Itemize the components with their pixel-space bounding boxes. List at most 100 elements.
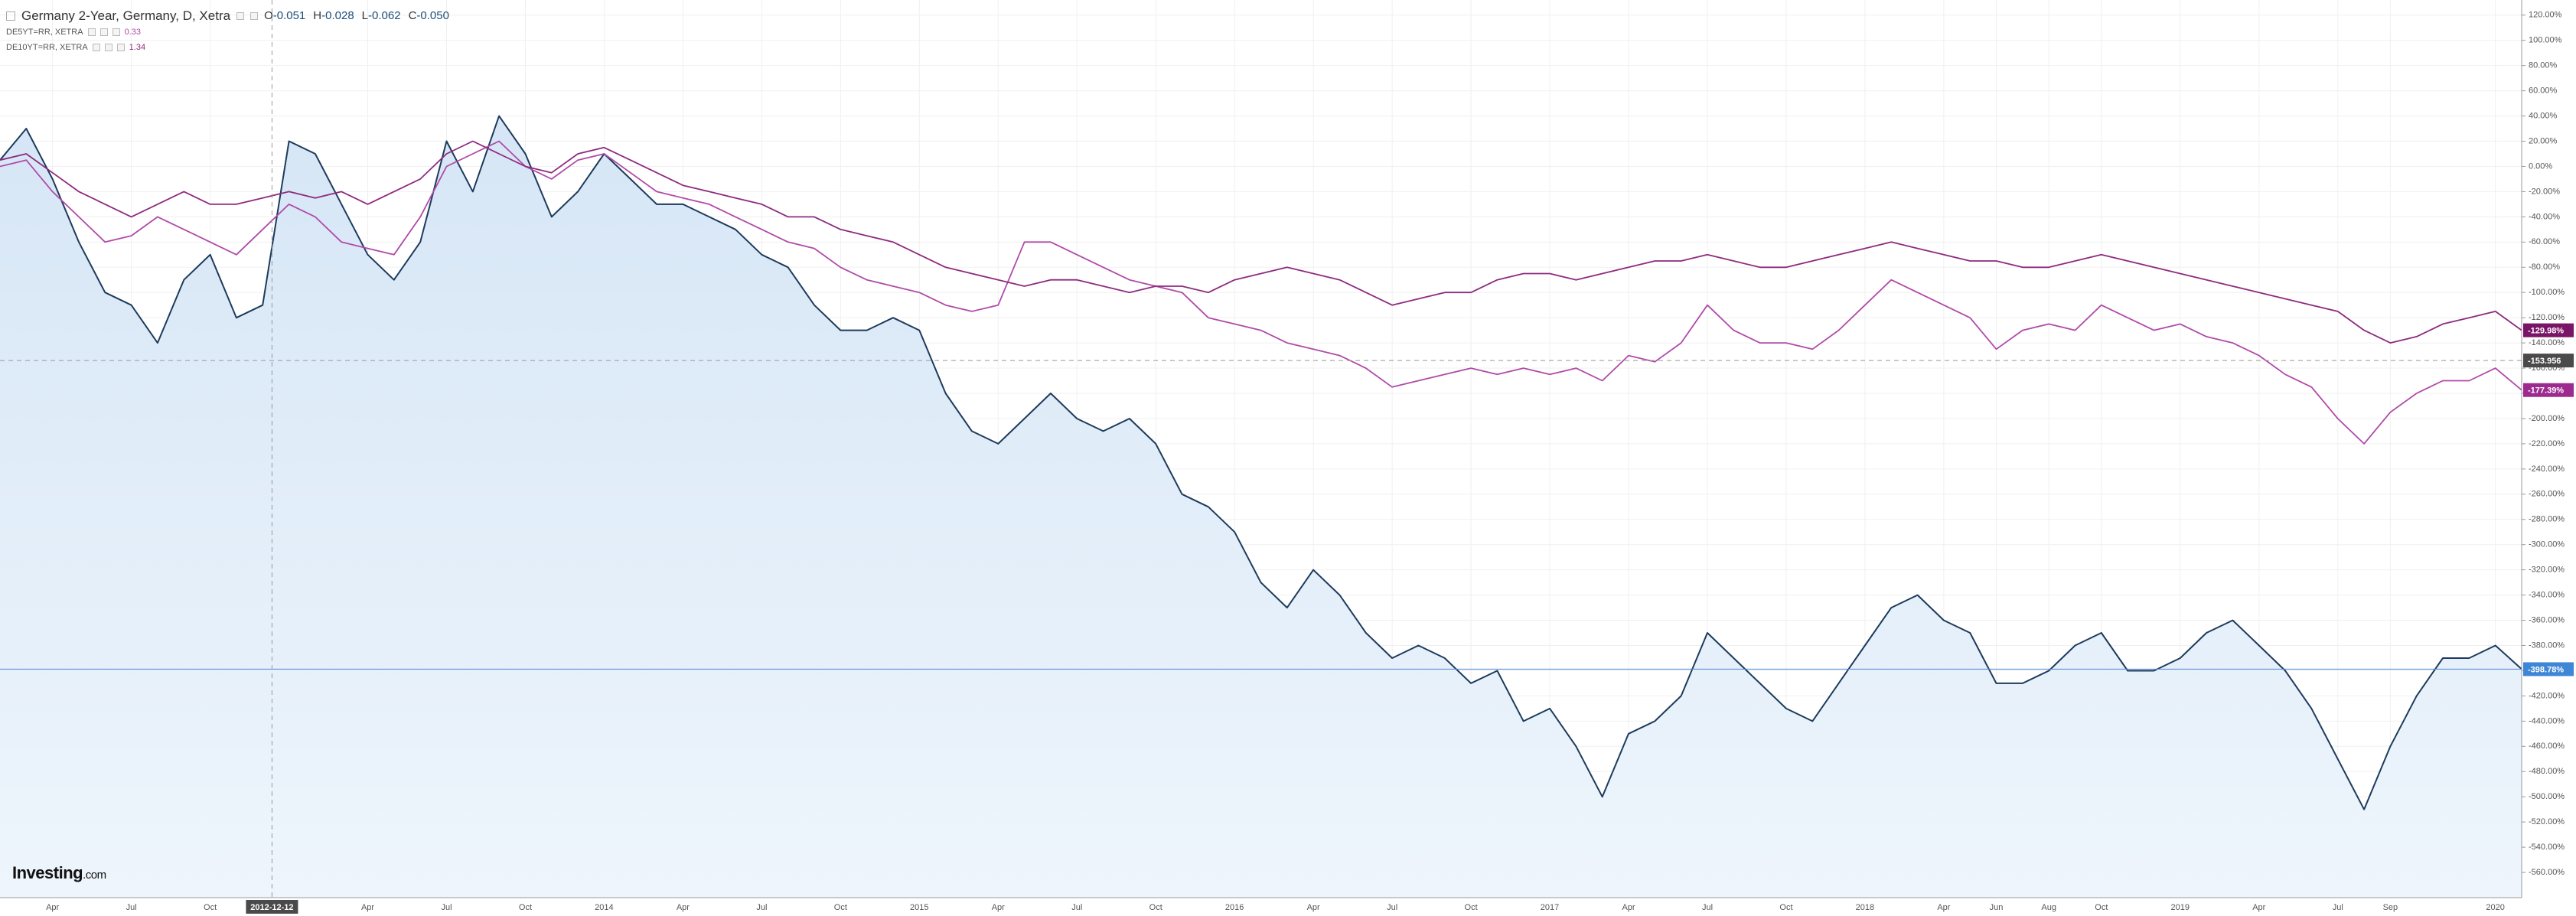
y-tick-label: -460.00% xyxy=(2529,742,2565,751)
line xyxy=(0,115,2522,810)
ohlc-key: H xyxy=(313,9,322,22)
series-title: Germany 2-Year, Germany, D, Xetra xyxy=(21,8,231,23)
legend-row-de10: DE10YT=RR, XETRA 1.34 xyxy=(6,40,457,55)
x-tick-label: 2017 xyxy=(1541,903,1559,912)
x-tick-label: Jun xyxy=(1990,903,2004,912)
x-tick-label: Apr xyxy=(1307,903,1320,912)
y-tick-label: -140.00% xyxy=(2529,338,2565,347)
y-tick-label: -200.00% xyxy=(2529,414,2565,423)
legend-value: 1.34 xyxy=(129,43,146,52)
x-tick-label: 2015 xyxy=(910,903,928,912)
ohlc-value: -0.050 xyxy=(416,9,449,22)
last-value-tag xyxy=(2523,323,2574,337)
last-value-label: -398.78% xyxy=(2528,665,2564,674)
legend-icon[interactable] xyxy=(87,28,96,36)
last-value-tag xyxy=(2523,662,2574,676)
x-tick-label: Apr xyxy=(361,903,374,912)
x-tick-label: Oct xyxy=(1465,903,1478,912)
legend-icon[interactable] xyxy=(92,44,100,51)
x-tick-label: Oct xyxy=(1779,903,1792,912)
y-tick-label: -520.00% xyxy=(2529,817,2565,826)
crosshair-y-label: -153.956 xyxy=(2528,357,2561,366)
x-tick-label: 2016 xyxy=(1225,903,1244,912)
y-tick-label: 80.00% xyxy=(2529,61,2558,70)
y-tick-label: -300.00% xyxy=(2529,540,2565,549)
x-tick-label: Jul xyxy=(2333,903,2343,912)
y-tick-label: -380.00% xyxy=(2529,641,2565,650)
main-legend-row: Germany 2-Year, Germany, D, Xetra O-0.05… xyxy=(6,8,457,24)
x-tick-label: Oct xyxy=(204,903,217,912)
x-tick-label: 2019 xyxy=(2171,903,2190,912)
y-tick-label: 60.00% xyxy=(2529,86,2558,96)
legend-icon[interactable] xyxy=(116,44,125,51)
y-tick-label: -420.00% xyxy=(2529,691,2565,700)
y-tick-label: -240.00% xyxy=(2529,465,2565,474)
x-tick-label: Apr xyxy=(46,903,59,912)
x-tick-label: Oct xyxy=(519,903,532,912)
x-tick-label: Jul xyxy=(1071,903,1082,912)
ohlc: O-0.051 H-0.028 L-0.062 C-0.050 xyxy=(264,8,457,24)
line xyxy=(0,140,2522,445)
x-tick-label: Apr xyxy=(1937,903,1950,912)
legend-value: 0.33 xyxy=(124,28,141,37)
x-tick-label: Oct xyxy=(2095,903,2108,912)
settings-icon[interactable] xyxy=(236,12,245,20)
collapse-icon[interactable] xyxy=(6,11,15,21)
axis-bg-x xyxy=(0,898,2576,916)
crosshair-x-label: 2012-12-12 xyxy=(250,903,293,912)
ohlc-value: -0.051 xyxy=(272,9,306,22)
legend-icon[interactable] xyxy=(99,28,108,36)
x-tick-label: Apr xyxy=(677,903,690,912)
ohlc-key: O xyxy=(264,9,273,22)
y-tick-label: -340.00% xyxy=(2529,591,2565,600)
last-value-label: -177.39% xyxy=(2528,386,2564,396)
x-tick-label: Jul xyxy=(756,903,767,912)
legend: Germany 2-Year, Germany, D, Xetra O-0.05… xyxy=(6,8,457,55)
x-tick-label: Aug xyxy=(2041,903,2056,912)
y-tick-label: -320.00% xyxy=(2529,566,2565,575)
x-tick-label: Oct xyxy=(834,903,847,912)
crosshair-y-tag xyxy=(2523,354,2574,368)
y-tick-label: -480.00% xyxy=(2529,767,2565,776)
last-value-tag xyxy=(2523,383,2574,397)
legend-icon[interactable] xyxy=(104,44,112,51)
x-tick-label: Apr xyxy=(992,903,1005,912)
y-tick-label: 40.00% xyxy=(2529,111,2558,120)
y-tick-label: -60.00% xyxy=(2529,237,2560,246)
y-tick-label: -220.00% xyxy=(2529,439,2565,448)
x-tick-label: Oct xyxy=(1149,903,1162,912)
x-tick-label: Jul xyxy=(441,903,452,912)
ohlc-key: C xyxy=(408,9,417,22)
y-tick-label: -100.00% xyxy=(2529,288,2565,297)
legend-icon[interactable] xyxy=(112,28,120,36)
x-tick-label: Jul xyxy=(1387,903,1397,912)
ohlc-value: -0.062 xyxy=(368,9,401,22)
line xyxy=(0,140,2522,344)
y-tick-label: 20.00% xyxy=(2529,136,2558,145)
logo: Investing.com xyxy=(12,863,106,883)
y-tick-label: -280.00% xyxy=(2529,515,2565,524)
y-tick-label: 0.00% xyxy=(2529,161,2552,171)
y-tick-label: -260.00% xyxy=(2529,490,2565,499)
crosshair-x-tag xyxy=(246,900,298,914)
x-tick-label: Sep xyxy=(2383,903,2398,912)
x-tick-label: 2018 xyxy=(1856,903,1874,912)
y-tick-label: -360.00% xyxy=(2529,615,2565,624)
area xyxy=(0,116,2522,898)
y-tick-label: -20.00% xyxy=(2529,187,2560,196)
y-tick-label: 100.00% xyxy=(2529,36,2562,45)
ohlc-value: -0.028 xyxy=(321,9,354,22)
y-tick-label: -440.00% xyxy=(2529,716,2565,725)
x-tick-label: 2014 xyxy=(595,903,613,912)
x-tick-label: Apr xyxy=(2252,903,2265,912)
x-tick-label: 2020 xyxy=(2486,903,2504,912)
y-tick-label: -540.00% xyxy=(2529,843,2565,852)
y-tick-label: -80.00% xyxy=(2529,262,2560,272)
logo-suffix: .com xyxy=(83,869,106,882)
close-icon[interactable] xyxy=(250,12,259,20)
y-tick-label: 120.00% xyxy=(2529,11,2562,20)
last-value-label: -129.98% xyxy=(2528,327,2564,336)
x-tick-label: Apr xyxy=(1622,903,1635,912)
